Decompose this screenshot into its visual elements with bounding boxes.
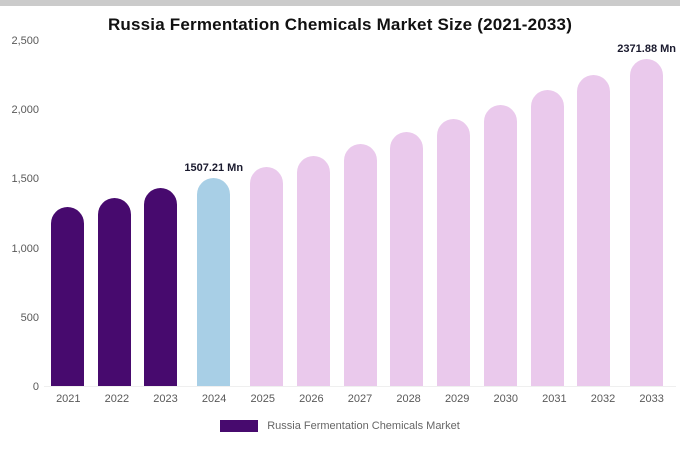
bar-2026[interactable]	[296, 155, 330, 386]
x-axis-label-2028: 2028	[396, 393, 421, 405]
bar-2031[interactable]	[530, 90, 564, 386]
bar-slot-2029	[430, 41, 477, 386]
bar-slot-2021	[44, 41, 91, 386]
bar-2023[interactable]	[144, 188, 178, 386]
bar-2025[interactable]	[249, 167, 283, 386]
bar-slot-2025	[243, 41, 290, 386]
x-axis-label-2029: 2029	[444, 393, 470, 405]
legend[interactable]: Russia Fermentation Chemicals Market	[0, 420, 680, 432]
x-axis-label-2022: 2022	[104, 393, 130, 405]
y-axis-tick: 2,500	[11, 35, 39, 47]
bar-value-label-2033: 2371.88 Mn	[617, 42, 676, 55]
x-axis: 2021 2022 2023 2024 2025 2026 2027 2028 2029 2030…	[44, 387, 676, 405]
y-axis: 2,500 2,000 1,500 1,000 500 0	[6, 35, 44, 393]
bar-slot-2023	[138, 41, 185, 386]
bar-slot-2024: 1507.21 Mn	[184, 41, 243, 386]
bar-slot-2022	[91, 41, 138, 386]
legend-swatch	[220, 420, 259, 432]
y-axis-tick: 0	[32, 381, 39, 393]
chart-container: Russia Fermentation Chemicals Market Siz…	[0, 0, 680, 432]
x-axis-label-2026: 2026	[299, 393, 324, 405]
plot-area: 1507.21 Mn 2371.88 Mn	[44, 41, 676, 387]
bar-2032[interactable]	[577, 74, 611, 386]
bar-slot-2027	[337, 41, 384, 386]
x-axis-label-2023: 2023	[153, 393, 178, 405]
x-axis-label-2033: 2033	[639, 393, 664, 405]
x-axis-label-2032: 2032	[590, 393, 616, 405]
bar-2030[interactable]	[483, 104, 517, 386]
bar-value-label-2024: 1507.21 Mn	[184, 162, 244, 175]
bar-2021[interactable]	[50, 207, 84, 386]
bar-slot-2033: 2371.88 Mn	[617, 41, 676, 386]
x-axis-label-2031: 2031	[542, 393, 567, 405]
x-axis-label-2025: 2025	[250, 393, 275, 405]
bar-2022[interactable]	[97, 197, 131, 386]
bar-2033[interactable]	[630, 58, 664, 386]
bar-2024[interactable]	[197, 178, 231, 386]
y-axis-tick: 500	[20, 311, 39, 324]
bar-2027[interactable]	[343, 144, 377, 386]
bar-2029[interactable]	[437, 118, 471, 386]
bar-slot-2028	[383, 41, 430, 386]
bar-2028[interactable]	[390, 131, 424, 386]
bar-slot-2026	[290, 41, 337, 386]
bar-slot-2030	[477, 41, 524, 386]
bar-slot-2032	[571, 41, 618, 386]
chart-body: 2,500 2,000 1,500 1,000 500 0 1507.21 Mn 2371.…	[0, 35, 680, 405]
bar-slot-2031	[524, 41, 571, 386]
y-axis-tick: 2,000	[11, 104, 39, 117]
x-axis-label-2030: 2030	[493, 393, 519, 405]
plot-wrap: 1507.21 Mn 2371.88 Mn 2021 2022 2023 2024 202…	[44, 41, 676, 405]
x-axis-label-2021: 2021	[56, 393, 81, 405]
y-axis-tick: 1,500	[11, 173, 39, 186]
y-axis-tick: 1,000	[11, 242, 39, 255]
legend-label: Russia Fermentation Chemicals Market	[267, 420, 460, 432]
x-axis-label-2027: 2027	[347, 393, 373, 405]
x-axis-label-2024: 2024	[201, 393, 227, 405]
window-top-edge	[0, 0, 680, 6]
chart-title: Russia Fermentation Chemicals Market Siz…	[107, 15, 573, 34]
